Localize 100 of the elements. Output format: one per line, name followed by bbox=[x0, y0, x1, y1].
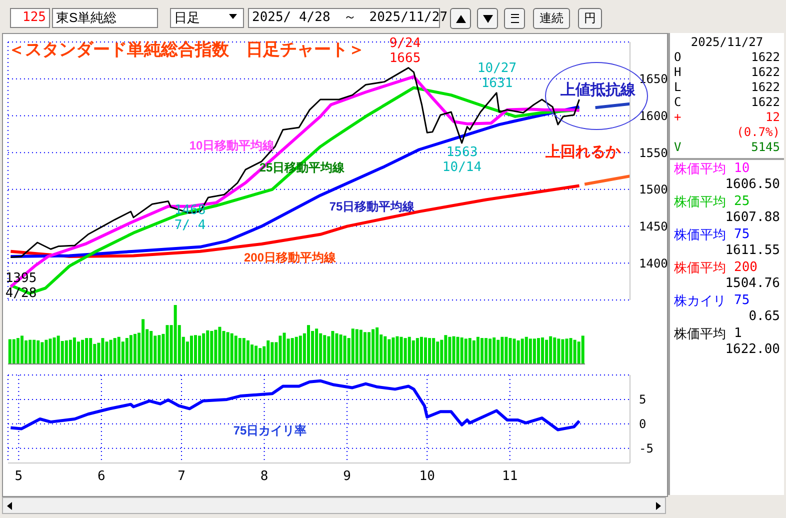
text: 1606.50 bbox=[724, 177, 780, 193]
bar bbox=[343, 336, 346, 364]
text: 10 bbox=[734, 160, 750, 177]
text: 1622 bbox=[751, 95, 780, 110]
bar bbox=[294, 336, 298, 364]
y-tick-label: 0 bbox=[639, 417, 646, 432]
bar bbox=[488, 338, 492, 364]
x-tick-label: 11 bbox=[502, 469, 518, 484]
bar bbox=[218, 326, 222, 364]
bar bbox=[290, 338, 294, 364]
bar bbox=[573, 340, 576, 364]
text: H bbox=[674, 65, 682, 80]
bar bbox=[77, 342, 80, 364]
bar bbox=[331, 330, 334, 364]
bar bbox=[545, 340, 548, 364]
y-tick-label: 1650 bbox=[639, 72, 668, 86]
bar bbox=[242, 338, 246, 364]
bar bbox=[404, 338, 407, 364]
bar bbox=[64, 340, 68, 364]
bar bbox=[72, 337, 76, 364]
text: + bbox=[674, 110, 682, 125]
text: 株価平均 bbox=[674, 259, 726, 276]
chart-title: ＜スタンダード単純総合指数 日足チャート＞ bbox=[8, 39, 365, 61]
bar bbox=[214, 330, 218, 364]
bar bbox=[335, 333, 338, 364]
bar bbox=[392, 337, 395, 364]
bar bbox=[105, 342, 108, 364]
bar bbox=[500, 336, 504, 364]
bar bbox=[512, 338, 516, 364]
text: L bbox=[674, 80, 682, 95]
bar bbox=[89, 338, 92, 364]
y-tick-label: 5 bbox=[639, 392, 646, 407]
bar bbox=[40, 342, 44, 364]
text: 株価平均 bbox=[674, 193, 726, 210]
bar bbox=[448, 336, 452, 364]
text: 日足 bbox=[170, 8, 244, 28]
bar bbox=[569, 338, 572, 364]
text: 12 bbox=[766, 110, 780, 125]
bar bbox=[250, 344, 254, 364]
bar bbox=[254, 346, 258, 364]
bar bbox=[376, 327, 379, 364]
bar bbox=[44, 340, 48, 364]
bar bbox=[396, 336, 399, 364]
bar bbox=[528, 338, 532, 364]
bar bbox=[424, 337, 428, 364]
bar bbox=[226, 332, 230, 364]
bar bbox=[32, 340, 36, 364]
text: 株カイリ bbox=[674, 292, 726, 309]
bar bbox=[468, 338, 472, 364]
text: 1622.00 bbox=[724, 342, 780, 358]
y-tick-label: 1450 bbox=[639, 220, 668, 234]
bar bbox=[520, 338, 524, 364]
bar bbox=[484, 338, 488, 364]
y-tick-label: 1500 bbox=[639, 182, 668, 197]
text: 1611.55 bbox=[724, 243, 780, 259]
bar bbox=[194, 335, 198, 364]
text: (0.7%) bbox=[736, 125, 780, 140]
bar bbox=[532, 338, 536, 364]
y-tick-label: 1600 bbox=[639, 108, 668, 123]
bar bbox=[8, 339, 12, 364]
text: 株価平均 bbox=[674, 160, 726, 177]
bar bbox=[117, 336, 120, 364]
bar bbox=[266, 340, 270, 364]
bar bbox=[222, 330, 226, 364]
bar bbox=[516, 340, 520, 364]
y-tick-label: 1400 bbox=[639, 256, 668, 270]
bar bbox=[508, 338, 512, 364]
bar bbox=[432, 338, 436, 364]
bar bbox=[101, 338, 104, 364]
text: 1622 bbox=[751, 50, 780, 65]
bar bbox=[476, 336, 480, 364]
text: 1504.76 bbox=[724, 276, 780, 292]
bar bbox=[480, 338, 484, 364]
bar bbox=[339, 334, 342, 364]
bar bbox=[444, 335, 448, 364]
bar bbox=[472, 340, 476, 364]
text: 2025/11/27 bbox=[690, 35, 764, 50]
annotation: 10日移動平均線 bbox=[189, 138, 275, 154]
bar bbox=[158, 335, 161, 364]
bar bbox=[496, 340, 500, 364]
bar bbox=[174, 305, 177, 364]
bar bbox=[81, 340, 84, 364]
bar bbox=[460, 337, 464, 364]
bar bbox=[553, 337, 556, 364]
bar bbox=[246, 340, 250, 364]
bar bbox=[368, 332, 371, 364]
bar bbox=[581, 336, 584, 364]
x-tick-label: 5 bbox=[14, 469, 23, 484]
text: 1 bbox=[734, 325, 742, 342]
bar bbox=[198, 336, 202, 364]
text: 75 bbox=[734, 292, 750, 309]
bar bbox=[384, 336, 387, 364]
bar bbox=[420, 336, 423, 364]
bar bbox=[28, 340, 32, 364]
bar bbox=[206, 330, 210, 364]
text: 1622 bbox=[751, 65, 780, 80]
bar bbox=[16, 338, 20, 364]
bar bbox=[166, 325, 169, 364]
bar bbox=[363, 332, 366, 364]
bar bbox=[68, 340, 72, 364]
